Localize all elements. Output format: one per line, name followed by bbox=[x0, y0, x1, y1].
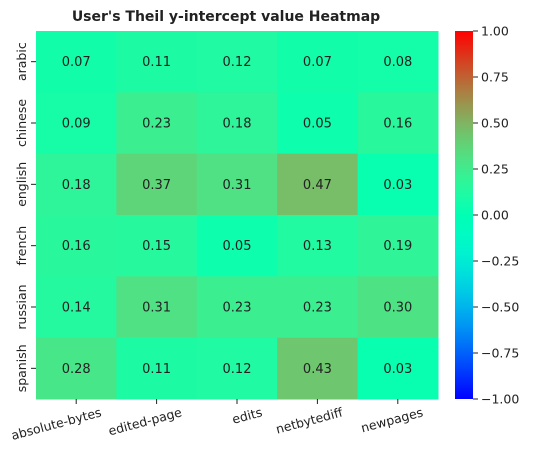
cell-value-label: 0.11 bbox=[142, 362, 171, 377]
heatmap-cell-russian-absolute-bytes bbox=[36, 276, 117, 339]
y-tick-label: english bbox=[14, 162, 29, 207]
cell-value-label: 0.05 bbox=[223, 239, 252, 254]
cell-value-label: 0.03 bbox=[383, 362, 412, 377]
colorbar-tick-label: −0.25 bbox=[481, 254, 519, 269]
cell-value-label: 0.43 bbox=[303, 362, 332, 377]
heatmap-cell-chinese-absolute-bytes bbox=[36, 92, 117, 155]
heatmap-cell-russian-edits bbox=[196, 276, 278, 339]
heatmap-cell-chinese-edits bbox=[196, 92, 278, 155]
heatmap-cell-french-newpages bbox=[357, 215, 439, 277]
y-tick-label: spanish bbox=[14, 344, 29, 392]
x-tick-label: netbytediff bbox=[274, 404, 344, 436]
cell-value-label: 0.13 bbox=[303, 239, 332, 254]
cell-value-label: 0.03 bbox=[383, 178, 412, 193]
heatmap-cell-french-edits bbox=[196, 215, 278, 277]
cell-value-label: 0.30 bbox=[383, 301, 412, 316]
heatmap-cell-spanish-edits bbox=[196, 337, 278, 400]
colorbar-tick-label: −1.00 bbox=[481, 392, 519, 407]
cell-value-label: 0.16 bbox=[383, 117, 412, 132]
heatmap-cell-arabic-absolute-bytes bbox=[36, 31, 117, 93]
heatmap-cell-english-absolute-bytes bbox=[36, 153, 117, 216]
colorbar-tick-label: 0.25 bbox=[481, 162, 509, 177]
x-tick-label: edits bbox=[230, 404, 263, 426]
cell-value-label: 0.19 bbox=[383, 239, 412, 254]
y-tick-label: arabic bbox=[14, 42, 29, 81]
colorbar-tick-label: 0.75 bbox=[481, 70, 509, 85]
chart-title: User's Theil y-intercept value Heatmap bbox=[72, 9, 380, 25]
cell-value-label: 0.07 bbox=[303, 55, 332, 70]
cell-value-label: 0.37 bbox=[142, 178, 171, 193]
heatmap-cell-arabic-edited-page bbox=[116, 31, 198, 93]
y-tick-label: chinese bbox=[14, 99, 29, 147]
colorbar-tick-label: −0.50 bbox=[481, 300, 519, 315]
y-tick-label: french bbox=[14, 226, 29, 266]
cell-value-label: 0.23 bbox=[223, 301, 252, 316]
colorbar-tick-label: 0.00 bbox=[481, 208, 509, 223]
heatmap-cell-arabic-newpages bbox=[357, 31, 439, 93]
heatmap-cell-english-edited-page bbox=[116, 153, 198, 216]
cell-value-label: 0.11 bbox=[142, 55, 171, 70]
y-tick-labels: arabic chinese english french russian spanish bbox=[14, 42, 36, 392]
x-tick-label: edited-page bbox=[107, 404, 184, 438]
colorbar-tick-label: −0.75 bbox=[481, 346, 519, 361]
cell-value-label: 0.12 bbox=[223, 362, 252, 377]
cell-value-label: 0.18 bbox=[62, 178, 91, 193]
heatmap-cell-spanish-absolute-bytes bbox=[36, 337, 117, 400]
cell-value-label: 0.28 bbox=[62, 362, 91, 377]
colorbar-tick-label: 0.50 bbox=[481, 116, 509, 131]
heatmap-cells: 0.07 0.11 0.12 0.07 0.08 0.09 0.23 0.18 0.05 0.16… bbox=[36, 31, 439, 400]
cell-value-label: 0.31 bbox=[223, 178, 252, 193]
heatmap-cell-chinese-netbytediff bbox=[277, 92, 359, 155]
heatmap-cell-russian-edited-page bbox=[116, 276, 198, 339]
cell-value-label: 0.18 bbox=[223, 117, 252, 132]
cell-value-label: 0.15 bbox=[142, 239, 171, 254]
heatmap-cell-spanish-newpages bbox=[357, 337, 439, 400]
cell-value-label: 0.07 bbox=[62, 55, 91, 70]
heatmap-cell-chinese-edited-page bbox=[116, 92, 198, 155]
cell-value-label: 0.47 bbox=[303, 178, 332, 193]
cell-value-label: 0.23 bbox=[303, 301, 332, 316]
heatmap-cell-russian-netbytediff bbox=[277, 276, 359, 339]
colorbar-ticks: 1.00 0.75 0.50 0.25 0.00 −0.25 −0.50 −0.75 −1.00 bbox=[473, 24, 519, 407]
heatmap-cell-arabic-edits bbox=[196, 31, 278, 93]
heatmap-cell-english-netbytediff bbox=[277, 153, 359, 216]
x-tick-label: newpages bbox=[359, 404, 424, 435]
heatmap-cell-french-netbytediff bbox=[277, 215, 359, 277]
x-tick-labels: absolute-bytes edited-page edits netbytedif… bbox=[10, 399, 425, 443]
cell-value-label: 0.23 bbox=[142, 117, 171, 132]
cell-value-label: 0.12 bbox=[223, 55, 252, 70]
heatmap-cell-russian-newpages bbox=[357, 276, 439, 339]
cell-value-label: 0.05 bbox=[303, 117, 332, 132]
heatmap-cell-french-absolute-bytes bbox=[36, 215, 117, 277]
colorbar bbox=[455, 31, 473, 399]
cell-value-label: 0.31 bbox=[142, 301, 171, 316]
heatmap-cell-spanish-netbytediff bbox=[277, 337, 359, 400]
cell-value-label: 0.14 bbox=[62, 301, 91, 316]
cell-value-label: 0.16 bbox=[62, 239, 91, 254]
cell-value-label: 0.09 bbox=[62, 117, 91, 132]
colorbar-tick-label: 1.00 bbox=[481, 24, 509, 39]
x-tick-label: absolute-bytes bbox=[10, 404, 103, 442]
cell-value-label: 0.08 bbox=[383, 55, 412, 70]
heatmap-cell-english-edits bbox=[196, 153, 278, 216]
heatmap-cell-english-newpages bbox=[357, 153, 439, 216]
heatmap-cell-spanish-edited-page bbox=[116, 337, 198, 400]
y-tick-label: russian bbox=[14, 284, 29, 329]
heatmap-cell-chinese-newpages bbox=[357, 92, 439, 155]
heatmap-cell-arabic-netbytediff bbox=[277, 31, 359, 93]
heatmap-cell-french-edited-page bbox=[116, 215, 198, 277]
